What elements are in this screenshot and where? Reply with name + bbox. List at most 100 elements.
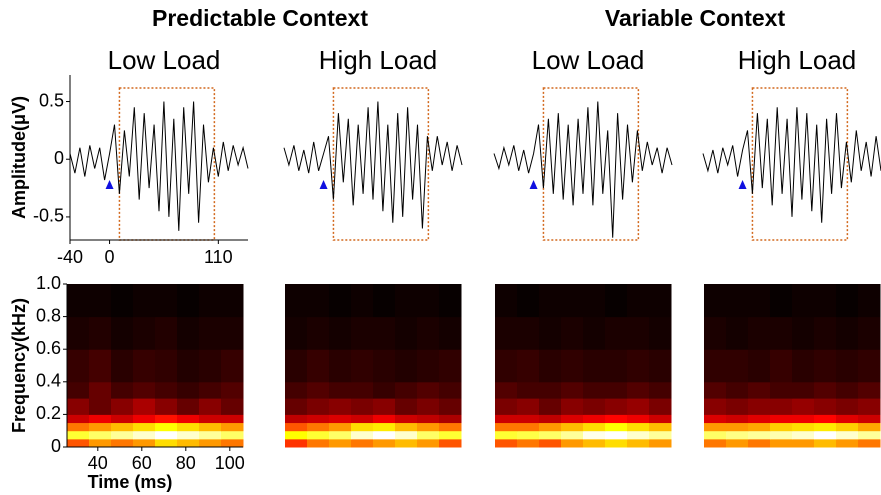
heat-cell bbox=[199, 349, 222, 383]
heat-cell bbox=[307, 398, 330, 415]
x-tick-label: 110 bbox=[204, 247, 233, 267]
heat-cell bbox=[704, 349, 727, 383]
heat-cell bbox=[177, 430, 200, 440]
heat-cell bbox=[307, 438, 330, 448]
heat-cell bbox=[495, 349, 518, 383]
heat-cell bbox=[89, 284, 112, 318]
heat-cell bbox=[836, 422, 859, 432]
heat-cell bbox=[539, 381, 562, 399]
heat-cell bbox=[199, 414, 222, 424]
heat-cell bbox=[704, 438, 727, 448]
heat-cell bbox=[67, 414, 90, 424]
heat-cell bbox=[792, 430, 815, 440]
heat-cell bbox=[539, 316, 562, 350]
heat-cell bbox=[561, 422, 584, 432]
heat-cell bbox=[726, 349, 749, 383]
heat-cell bbox=[285, 349, 308, 383]
heat-cell bbox=[792, 316, 815, 350]
heat-cell bbox=[395, 381, 418, 399]
heat-cell bbox=[858, 349, 881, 383]
heat-cell bbox=[111, 398, 134, 415]
heat-cell bbox=[770, 414, 793, 424]
heat-cell bbox=[417, 316, 440, 350]
heat-cell bbox=[770, 438, 793, 448]
heat-cell bbox=[583, 438, 606, 448]
heat-cell bbox=[177, 284, 200, 318]
heat-cell bbox=[814, 316, 837, 350]
heat-cell bbox=[627, 414, 650, 424]
heat-cell bbox=[111, 414, 134, 424]
y-tick-label: 0.5 bbox=[39, 90, 64, 110]
heat-cell bbox=[495, 438, 518, 448]
heat-cell bbox=[221, 316, 244, 350]
heat-cell bbox=[858, 381, 881, 399]
heat-cell bbox=[726, 316, 749, 350]
heat-cell bbox=[792, 414, 815, 424]
heat-cell bbox=[726, 438, 749, 448]
heat-cell bbox=[858, 398, 881, 415]
heat-cell bbox=[417, 284, 440, 318]
heat-cell bbox=[561, 349, 584, 383]
heat-cell bbox=[177, 438, 200, 448]
heat-cell bbox=[285, 398, 308, 415]
heat-cell bbox=[155, 349, 178, 383]
heat-cell bbox=[605, 430, 628, 440]
heat-cell bbox=[539, 349, 562, 383]
heat-cell bbox=[605, 414, 628, 424]
heat-cell bbox=[627, 422, 650, 432]
heat-cell bbox=[539, 422, 562, 432]
heat-cell bbox=[814, 414, 837, 424]
heat-cell bbox=[373, 398, 396, 415]
heat-cell bbox=[495, 381, 518, 399]
heat-cell bbox=[177, 316, 200, 350]
heat-cell bbox=[583, 430, 606, 440]
heat-cell bbox=[770, 316, 793, 350]
heat-cell bbox=[111, 381, 134, 399]
heat-cell bbox=[395, 284, 418, 318]
heat-cell bbox=[285, 438, 308, 448]
heat-cell bbox=[439, 284, 462, 318]
heat-cell bbox=[133, 316, 156, 350]
heat-cell bbox=[517, 398, 540, 415]
heat-cell bbox=[199, 316, 222, 350]
heat-cell bbox=[704, 381, 727, 399]
heat-cell bbox=[704, 284, 727, 318]
heat-cell bbox=[89, 316, 112, 350]
heat-cell bbox=[836, 381, 859, 399]
heat-cell bbox=[351, 316, 374, 350]
heat-cell bbox=[307, 284, 330, 318]
heat-cell bbox=[539, 284, 562, 318]
heat-cell bbox=[726, 422, 749, 432]
heat-cell bbox=[627, 398, 650, 415]
heat-cell bbox=[155, 381, 178, 399]
heat-cell bbox=[155, 284, 178, 318]
heat-cell bbox=[221, 430, 244, 440]
heat-cell bbox=[155, 430, 178, 440]
y-tick-label: 0.4 bbox=[36, 371, 61, 391]
heat-cell bbox=[133, 349, 156, 383]
heat-cell bbox=[583, 316, 606, 350]
heat-cell bbox=[373, 414, 396, 424]
heat-cell bbox=[133, 414, 156, 424]
heat-cell bbox=[67, 349, 90, 383]
heat-cell bbox=[814, 422, 837, 432]
x-axis-label: Time (ms) bbox=[88, 472, 173, 492]
heat-cell bbox=[649, 316, 672, 350]
heat-cell bbox=[285, 430, 308, 440]
heat-cell bbox=[439, 422, 462, 432]
heat-cell bbox=[373, 438, 396, 448]
heat-cell bbox=[133, 398, 156, 415]
heat-cell bbox=[814, 430, 837, 440]
heat-cell bbox=[395, 316, 418, 350]
waveform bbox=[702, 107, 881, 223]
heat-cell bbox=[351, 430, 374, 440]
heat-cell bbox=[605, 349, 628, 383]
heat-cell bbox=[133, 284, 156, 318]
panel-title: High Load bbox=[738, 45, 857, 75]
heat-cell bbox=[351, 381, 374, 399]
heat-cell bbox=[89, 430, 112, 440]
heat-cell bbox=[583, 381, 606, 399]
heat-cell bbox=[417, 398, 440, 415]
heat-cell bbox=[583, 284, 606, 318]
